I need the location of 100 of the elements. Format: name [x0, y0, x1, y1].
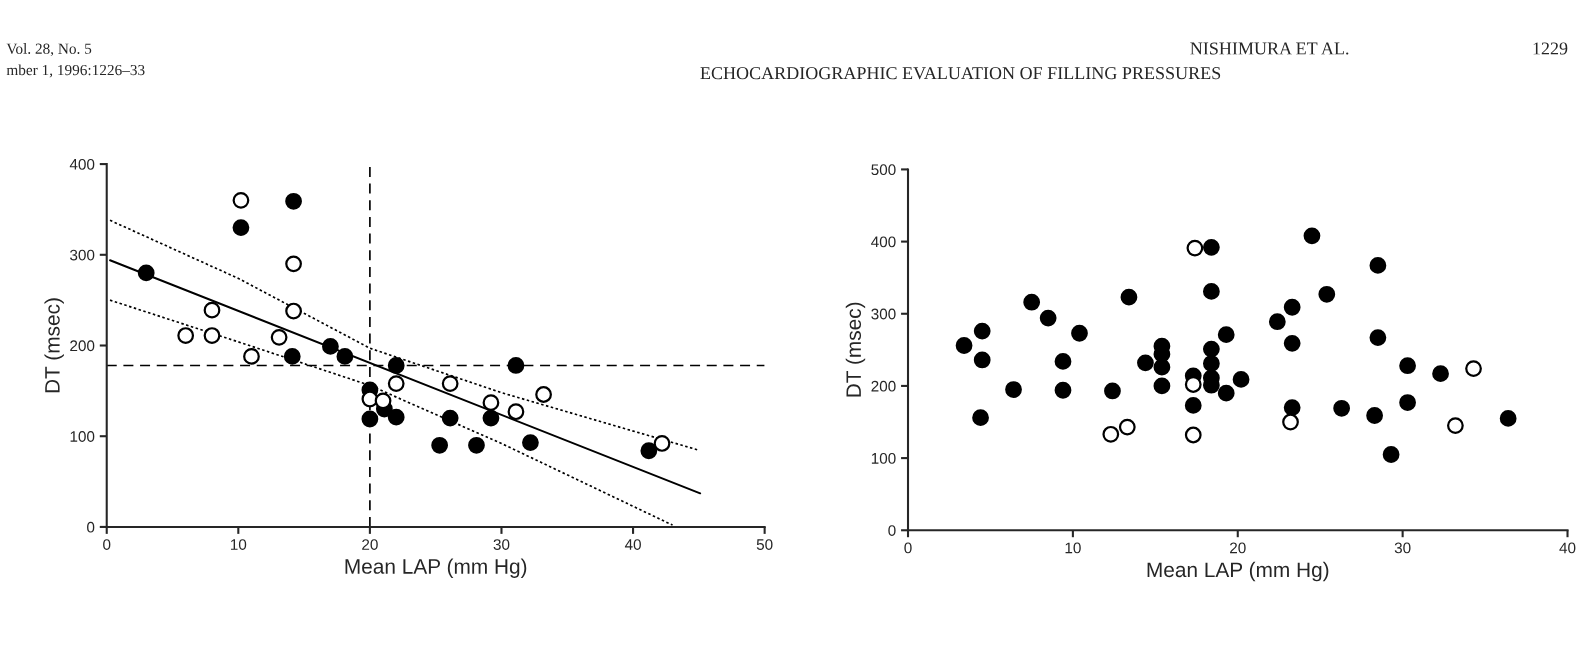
point — [468, 436, 485, 454]
x-tick-label: 20 — [1230, 542, 1246, 554]
point — [1303, 227, 1321, 245]
point — [137, 264, 155, 282]
point — [1153, 377, 1171, 395]
point — [1318, 285, 1336, 303]
point — [1432, 365, 1449, 383]
point — [973, 322, 991, 340]
point — [1217, 326, 1235, 344]
point — [955, 337, 973, 354]
point — [653, 435, 671, 452]
y-axis-title: DT (msec) — [845, 302, 866, 397]
point — [177, 327, 195, 344]
point — [507, 403, 525, 421]
x-tick-label: 30 — [1394, 542, 1411, 554]
point — [387, 357, 405, 374]
point — [1023, 293, 1041, 311]
point — [1120, 288, 1138, 306]
y-axis-title: DT (msec) — [44, 298, 64, 393]
point — [1333, 399, 1351, 417]
point — [1202, 238, 1220, 256]
point — [322, 338, 339, 355]
point — [1366, 407, 1383, 424]
x-tick-label: 10 — [1065, 542, 1081, 554]
point — [1202, 355, 1220, 372]
point — [507, 357, 525, 374]
point — [1102, 425, 1120, 443]
point — [387, 375, 405, 392]
x-tick-label: 40 — [1559, 542, 1576, 554]
point — [232, 219, 250, 236]
point — [1232, 371, 1250, 388]
point — [1283, 298, 1301, 316]
y-tick-label: 400 — [871, 236, 896, 248]
point — [1118, 418, 1136, 436]
x-tick-label: 40 — [624, 539, 641, 550]
y-tick-label: 200 — [70, 340, 95, 352]
x-axis-title: Mean LAP (mm Hg) — [345, 558, 527, 578]
point — [1202, 282, 1220, 300]
point — [1217, 384, 1235, 402]
point — [972, 409, 989, 427]
point — [1005, 381, 1022, 398]
y-tick-label: 500 — [871, 164, 896, 176]
point — [387, 408, 405, 426]
point — [1071, 324, 1088, 342]
x-tick-label: 10 — [230, 539, 247, 550]
point — [232, 191, 250, 209]
point — [1184, 397, 1202, 414]
point — [522, 434, 539, 451]
point — [270, 328, 288, 346]
text: Vol. 28, No. 5 — [6, 43, 92, 57]
y-tick-label: 100 — [871, 452, 896, 464]
point — [973, 351, 991, 369]
point — [1465, 360, 1482, 377]
y-tick-label: 0 — [888, 525, 896, 536]
point — [1282, 413, 1299, 431]
point — [1186, 239, 1204, 257]
point — [1399, 394, 1416, 411]
point — [283, 348, 301, 365]
x-tick-label: 0 — [904, 542, 912, 554]
point — [1382, 446, 1400, 463]
point — [285, 302, 302, 320]
point — [336, 348, 354, 365]
x-tick-label: 0 — [103, 539, 111, 550]
point — [431, 436, 449, 454]
text: 1229 — [1533, 42, 1568, 55]
point — [535, 386, 552, 403]
y-tick-label: 200 — [871, 380, 896, 392]
point — [243, 348, 260, 365]
point — [1283, 334, 1301, 352]
point — [1399, 357, 1416, 375]
point — [1104, 382, 1121, 400]
point — [1184, 376, 1202, 393]
point — [1039, 309, 1057, 327]
text: mber 1, 1996:1226–33 — [6, 64, 145, 78]
point — [203, 301, 221, 319]
y-tick-label: 300 — [871, 308, 896, 320]
point — [285, 255, 302, 273]
point — [482, 394, 500, 412]
y-tick-label: 400 — [69, 158, 95, 170]
x-tick-label: 20 — [362, 539, 378, 550]
point — [203, 327, 221, 344]
point — [1283, 399, 1301, 416]
point — [285, 192, 302, 210]
point — [361, 410, 379, 428]
x-tick-label: 30 — [493, 539, 510, 550]
point — [1447, 417, 1464, 435]
point — [1184, 426, 1202, 444]
point — [1369, 257, 1387, 274]
text: NISHIMURA ET AL. — [1190, 42, 1349, 55]
point — [1499, 410, 1517, 427]
y-tick-label: 100 — [70, 431, 95, 442]
point — [1054, 381, 1072, 399]
x-tick-label: 50 — [756, 539, 773, 550]
point — [441, 409, 459, 427]
text: ECHOCARDIOGRAPHIC EVALUATION OF FILLING PRESSURES — [700, 67, 1221, 80]
point — [640, 442, 658, 460]
point — [1202, 340, 1220, 358]
point — [1054, 353, 1072, 370]
point — [1268, 313, 1286, 331]
point — [1369, 329, 1387, 346]
